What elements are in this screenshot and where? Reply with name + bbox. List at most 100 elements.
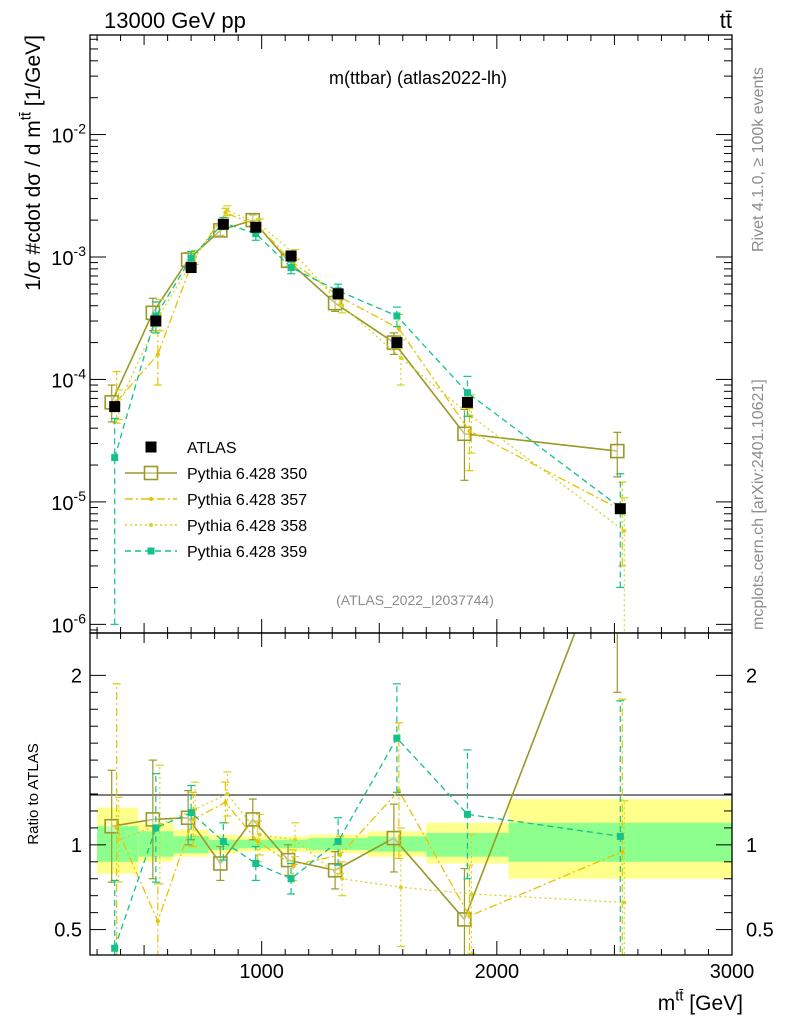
marker-dot	[293, 837, 298, 842]
legend-label: Pythia 6.428 359	[187, 544, 307, 561]
marker-dot	[469, 891, 474, 896]
ratio-series-358	[114, 764, 629, 955]
label-base: 10	[51, 493, 73, 515]
marker-filled-square	[150, 315, 162, 327]
main-y-axis-label: 1/σ #cdot dσ / d mtt̄ [1/GeV]	[19, 35, 45, 291]
marker-filled-square	[461, 396, 473, 408]
marker-open-square	[213, 856, 228, 871]
marker-filled-square	[391, 337, 403, 349]
legend-entry: Pythia 6.428 357	[125, 492, 307, 509]
marker-square	[187, 254, 195, 262]
label-base: 10	[51, 248, 73, 270]
marker-filled-square	[109, 401, 121, 413]
marker-open-square	[143, 465, 159, 481]
ratio-band-inner	[138, 831, 174, 857]
legend-entry: Pythia 6.428 358	[125, 518, 307, 535]
marker-dot	[622, 900, 627, 905]
marker-dot	[291, 863, 296, 868]
label-rest: [1/GeV]	[22, 35, 45, 112]
marker-dot	[398, 885, 403, 890]
legend-entry: Pythia 6.428 350	[125, 465, 307, 483]
marker-square	[463, 810, 471, 818]
ratio-y-tick-label: 0.5	[54, 920, 82, 942]
marker-dot	[340, 876, 345, 881]
marker-square	[463, 389, 471, 397]
marker-dot	[398, 355, 403, 360]
label-superscript: -5	[74, 488, 87, 504]
marker-square	[187, 809, 195, 817]
marker-square	[287, 875, 295, 883]
header-energy-label: 13000 GeV pp	[104, 8, 246, 33]
marker-open-square	[609, 443, 625, 459]
marker-square	[334, 837, 342, 845]
marker-open-square	[386, 830, 402, 846]
marker-dot	[225, 792, 230, 796]
legend-label: Pythia 6.428 357	[187, 492, 307, 509]
marker-dot	[114, 825, 119, 830]
label-superscript: -3	[74, 243, 87, 259]
header-process-label: tt̄	[720, 8, 732, 33]
marker-filled-square	[614, 503, 626, 515]
rivet-version-label: Rivet 4.1.0, ≥ 100k events	[750, 67, 767, 252]
marker-dot	[467, 914, 472, 919]
label-superscript: tt̄	[19, 112, 35, 120]
analysis-id: (ATLAS_2022_I2037744)	[336, 592, 494, 608]
series-atlas	[109, 218, 626, 515]
label-base: 10	[51, 370, 73, 392]
legend: ATLAS Pythia 6.428 350 Pythia 6.428 357 Pyt…	[125, 440, 307, 561]
mcplots-label: mcplots.cern.ch [arXiv:2401.10621]	[750, 379, 767, 630]
marker-dot	[340, 303, 345, 308]
marker-square	[393, 312, 401, 320]
ratio-series-350	[104, 633, 622, 955]
marker-dot	[620, 849, 625, 854]
marker-dot	[155, 352, 160, 357]
ratio-y-axis-label: Ratio to ATLAS	[25, 743, 42, 844]
ratio-line	[111, 633, 576, 921]
label-superscript: -4	[74, 365, 87, 381]
marker-filled-square	[332, 288, 344, 300]
ratio-series-group	[104, 633, 629, 955]
legend-entry: Pythia 6.428 359	[125, 544, 307, 561]
x-tick-label: 1000	[239, 961, 284, 983]
ratio-panel: Ratio to ATLAS 0.5 0.5 1 1 2 2 1000 2000 3000 m…	[25, 632, 774, 1015]
y-tick-label: 10-5	[51, 488, 86, 515]
ratio-series-359	[110, 683, 625, 955]
marker-square	[393, 734, 401, 742]
marker-dot	[225, 208, 230, 213]
x-tick-label: 2000	[475, 961, 520, 983]
ratio-x-ticks: 1000 2000 3000	[96, 633, 754, 983]
main-y-ticks: 10-610-510-410-310-2	[51, 38, 732, 637]
label-base: m	[658, 992, 676, 1015]
legend-entry: ATLAS	[145, 440, 237, 457]
marker-dot	[116, 837, 121, 842]
label-superscript: tt̄	[675, 989, 683, 1005]
marker-square	[287, 264, 295, 272]
marker-dot	[338, 853, 343, 858]
marker-dot	[149, 523, 153, 527]
marker-dot	[396, 788, 401, 793]
marker-square	[111, 944, 119, 952]
marker-filled-square	[185, 262, 197, 274]
y-tick-label: 10-2	[51, 121, 86, 148]
ratio-y-tick-label: 2	[71, 665, 82, 687]
label-base: 10	[51, 615, 73, 637]
label-rest: [GeV]	[683, 992, 743, 1015]
plot-title: m(ttbar) (atlas2022-lh)	[329, 68, 507, 88]
ratio-line	[118, 793, 625, 904]
ratio-y-tick-label-right: 2	[746, 665, 757, 687]
marker-square	[252, 230, 260, 238]
ratio-band-inner	[238, 839, 274, 849]
marker-dot	[191, 817, 196, 822]
marker-dot	[257, 832, 262, 837]
marker-square	[111, 454, 119, 462]
ratio-y-tick-label-right: 0.5	[746, 920, 774, 942]
marker-square	[147, 547, 155, 555]
y-tick-label: 10-3	[51, 243, 86, 270]
ratio-line	[116, 789, 623, 923]
marker-open-square	[145, 812, 161, 827]
series-line	[116, 211, 623, 512]
y-tick-label: 10-6	[51, 610, 86, 637]
series-line	[114, 222, 621, 509]
ratio-y-tick-label-right: 1	[746, 835, 757, 857]
